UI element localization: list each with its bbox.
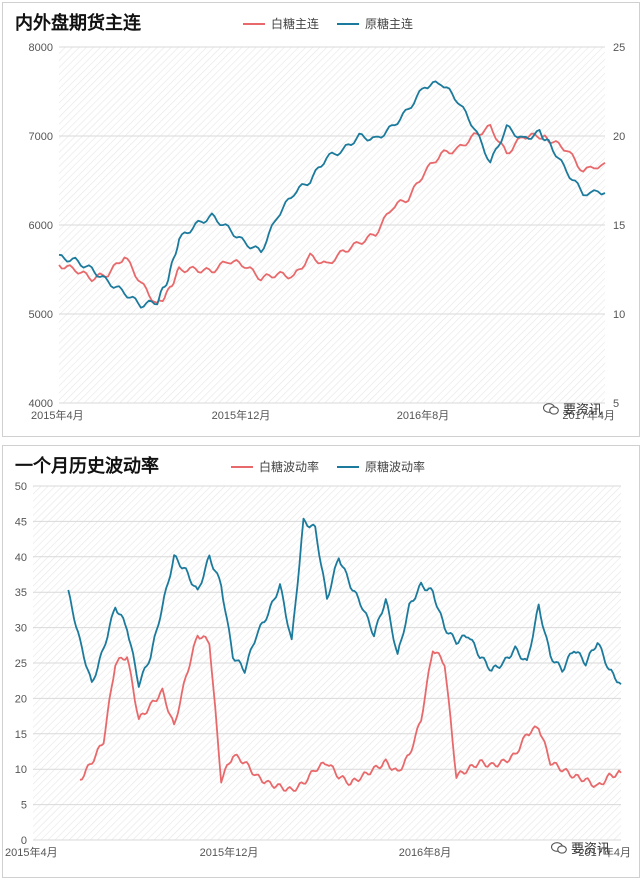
watermark: 要资讯 bbox=[543, 399, 602, 418]
legend-swatch-raw-sugar-vol bbox=[337, 465, 360, 468]
series-line-raw-sugar bbox=[67, 517, 622, 688]
y-right-tick-label: 5 bbox=[613, 398, 619, 410]
y-tick-label: 40 bbox=[15, 552, 27, 564]
x-tick-label: 2017年4月 bbox=[578, 845, 631, 859]
chart-plot-futures: 4000 5000 6000 7000 8000 5 10 15 20 25 2015年4月 2015… bbox=[29, 42, 626, 422]
legend-item-raw-sugar-vol: 原糖波动率 bbox=[337, 458, 425, 475]
chart-panel-futures: 内外盘期货主连 白糖主连 原糖主连 4000 5000 6000 7000 8000 5 1… bbox=[2, 2, 640, 437]
series-line-raw-sugar bbox=[58, 80, 606, 309]
y-right-tick-label: 20 bbox=[613, 131, 625, 143]
legend-label-raw-sugar-vol: 原糖波动率 bbox=[365, 460, 426, 474]
chart-plot-volatility: 0 5 10 15 20 25 30 35 40 45 50 2015年4月 2015年12月 2016年… bbox=[5, 481, 631, 859]
chart-title: 一个月历史波动率 bbox=[15, 456, 159, 477]
y-tick-label: 30 bbox=[15, 623, 27, 635]
legend-label-white-sugar-vol: 白糖波动率 bbox=[259, 460, 320, 474]
y-tick-label: 45 bbox=[15, 516, 27, 528]
chart-legend: 白糖主连 原糖主连 bbox=[243, 15, 413, 32]
chart-panel-volatility: 一个月历史波动率 白糖波动率 原糖波动率 0 5 10 15 20 25 30 35 40 45 5… bbox=[2, 445, 640, 878]
legend-swatch-white-sugar-vol bbox=[231, 465, 253, 468]
y-tick-label: 0 bbox=[21, 835, 27, 847]
legend-swatch-white-sugar bbox=[243, 22, 265, 25]
x-tick-label: 2016年8月 bbox=[399, 845, 452, 859]
x-tick-label: 2015年4月 bbox=[31, 408, 84, 422]
y-tick-label: 5 bbox=[21, 800, 27, 812]
legend-swatch-raw-sugar bbox=[337, 22, 360, 25]
x-tick-label: 2017年4月 bbox=[562, 408, 615, 422]
legend-label-white-sugar: 白糖主连 bbox=[271, 17, 320, 31]
y-tick-label: 35 bbox=[15, 587, 27, 599]
y-tick-label: 20 bbox=[15, 693, 27, 705]
wechat-icon bbox=[543, 402, 559, 415]
y-tick-label: 8000 bbox=[29, 42, 53, 54]
y-tick-label: 4000 bbox=[29, 398, 53, 410]
watermark-text: 要资讯 bbox=[571, 842, 611, 857]
y-tick-label: 5000 bbox=[29, 309, 53, 321]
y-right-tick-label: 10 bbox=[613, 309, 625, 321]
watermark: 要资讯 bbox=[551, 838, 610, 857]
legend-item-raw-sugar: 原糖主连 bbox=[337, 15, 413, 32]
y-right-tick-label: 25 bbox=[613, 42, 625, 54]
y-right-tick-label: 15 bbox=[613, 220, 625, 232]
watermark-text: 要资讯 bbox=[563, 403, 603, 418]
legend-label-raw-sugar: 原糖主连 bbox=[365, 17, 414, 31]
y-tick-label: 10 bbox=[15, 764, 27, 776]
y-tick-label: 6000 bbox=[29, 220, 53, 232]
chart-legend: 白糖波动率 原糖波动率 bbox=[231, 458, 425, 475]
y-tick-label: 7000 bbox=[29, 131, 53, 143]
x-tick-label: 2016年8月 bbox=[397, 408, 450, 422]
x-tick-label: 2015年4月 bbox=[5, 845, 58, 859]
series-line-white-sugar bbox=[79, 634, 622, 792]
legend-item-white-sugar-vol: 白糖波动率 bbox=[231, 458, 319, 475]
chart-title: 内外盘期货主连 bbox=[15, 13, 141, 34]
series-line-white-sugar bbox=[58, 124, 606, 304]
y-tick-label: 50 bbox=[15, 481, 27, 493]
y-tick-label: 25 bbox=[15, 658, 27, 670]
x-tick-label: 2015年12月 bbox=[212, 408, 271, 422]
x-tick-label: 2015年12月 bbox=[200, 845, 259, 859]
legend-item-white-sugar: 白糖主连 bbox=[243, 15, 319, 32]
y-tick-label: 15 bbox=[15, 729, 27, 741]
wechat-icon bbox=[551, 841, 567, 854]
